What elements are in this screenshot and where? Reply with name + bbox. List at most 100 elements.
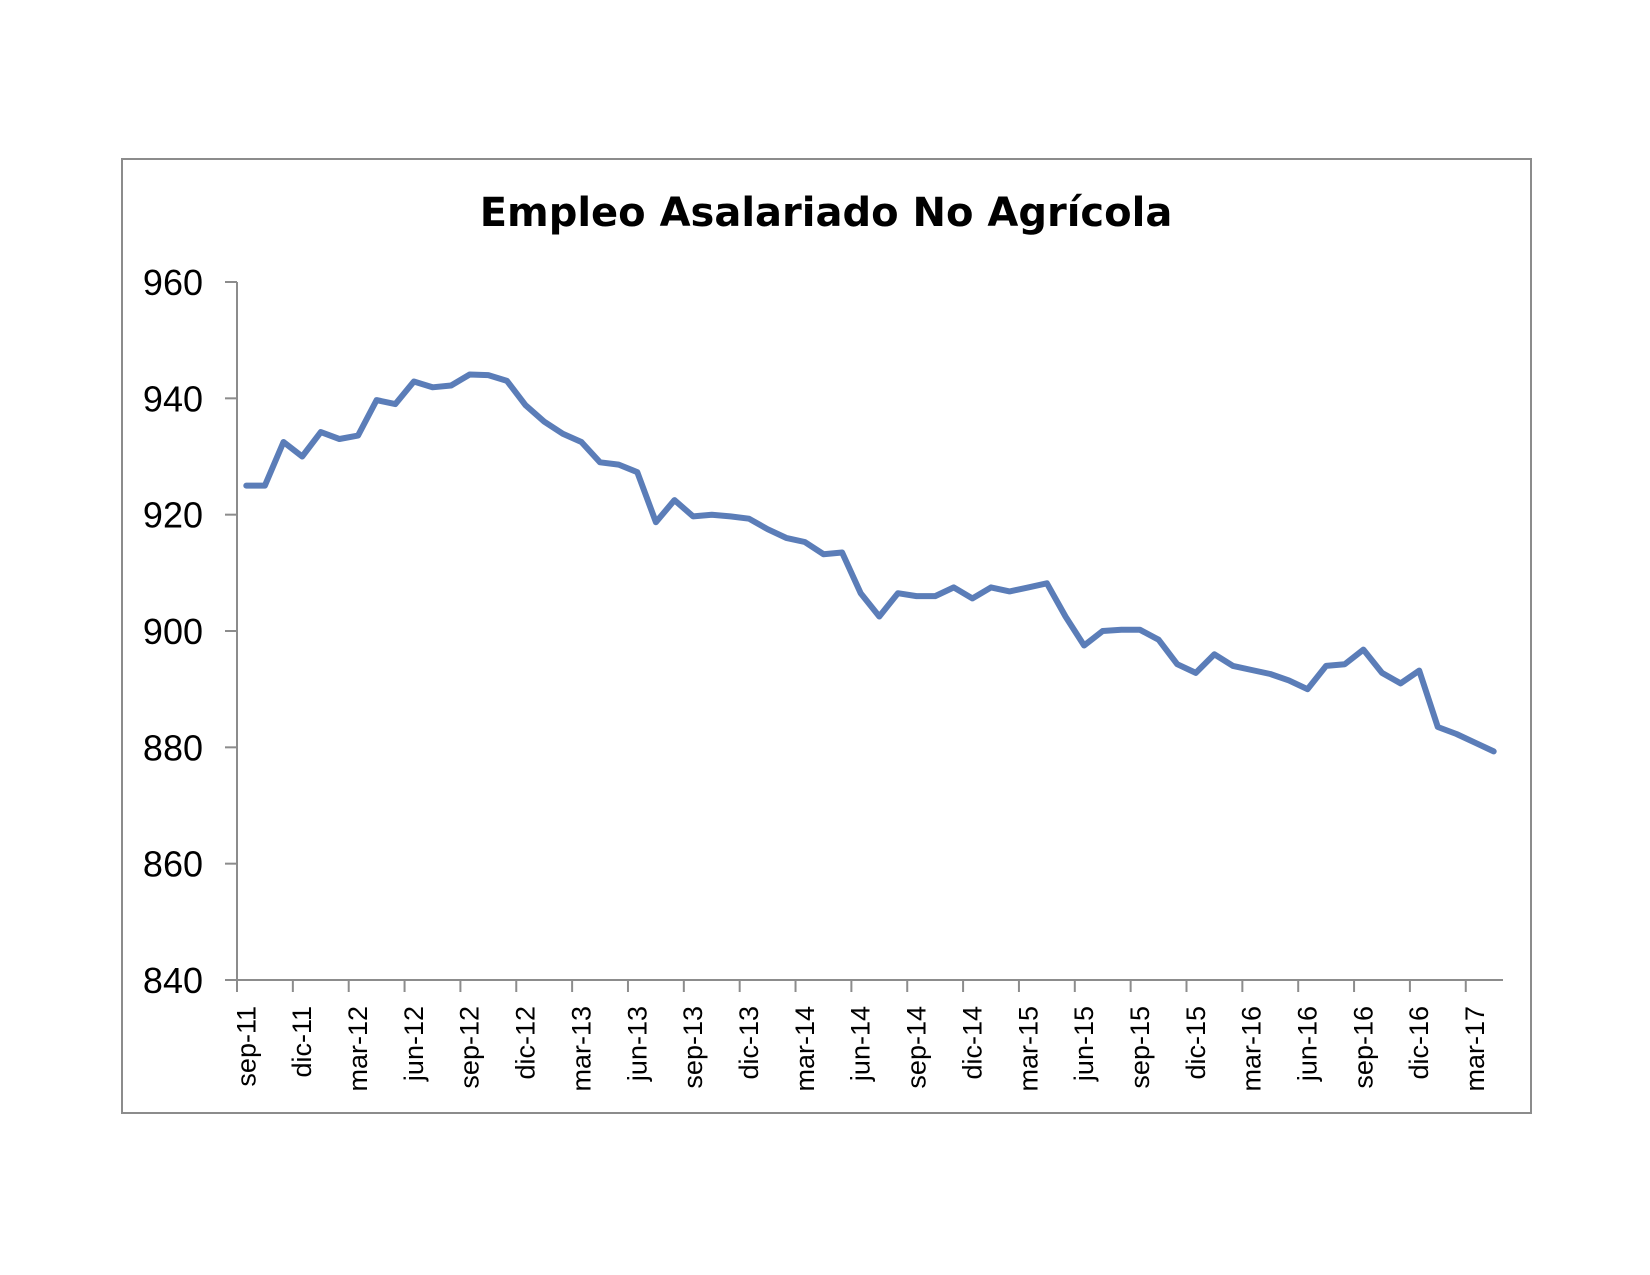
chart-frame: Empleo Asalariado No Agrícola 840 860 880 9… [121,158,1532,1114]
x-tick-label: mar-14 [790,1006,820,1092]
x-tick-label: sep-13 [678,1006,708,1089]
data-point [1342,661,1348,667]
data-point [969,595,975,601]
data-point [1100,628,1106,634]
data-point [430,384,436,390]
data-point [709,512,715,518]
x-tick-label: jun-12 [399,1006,429,1082]
data-point [262,483,268,489]
data-point [746,516,752,522]
x-tick-label: jun-16 [1293,1006,1323,1082]
data-point [634,469,640,475]
data-point [1044,580,1050,586]
data-point [1118,627,1124,633]
x-tick-label: mar-15 [1013,1006,1043,1092]
y-tick-label: 960 [143,262,203,303]
x-tick-label: sep-11 [231,1006,261,1087]
data-point [560,431,566,437]
y-tick-label: 900 [143,611,203,652]
data-point [988,584,994,590]
y-tick-label: 940 [143,378,203,419]
data-point [1435,724,1441,730]
x-tick-label: jun-14 [846,1006,876,1082]
data-point [374,397,380,403]
data-point [765,526,771,532]
x-tick-label: dic-16 [1404,1006,1434,1080]
x-tick-label: dic-11 [287,1006,317,1078]
data-point [1491,748,1497,754]
data-point [1267,671,1273,677]
data-point [1174,661,1180,667]
x-tick-label: mar-12 [343,1006,373,1092]
data-point [1286,677,1292,683]
x-tick-label: sep-12 [455,1006,485,1089]
data-point [392,401,398,407]
x-tick-label: sep-14 [902,1006,932,1089]
y-tick-label: 880 [143,727,203,768]
data-point [448,383,454,389]
data-point [895,590,901,596]
x-tick-label: dic-15 [1181,1006,1211,1080]
data-point [672,497,678,503]
data-point [932,593,938,599]
data-point [1193,670,1199,676]
x-tick-label: sep-15 [1125,1006,1155,1089]
data-point [1305,686,1311,692]
y-tick-label: 860 [143,844,203,885]
series-line [243,371,1497,755]
data-point [467,372,473,378]
data-point [1063,614,1069,620]
x-tick-label: mar-17 [1460,1006,1490,1092]
data-point [1025,584,1031,590]
data-point [1007,588,1013,594]
data-point [541,419,547,425]
chart-title: Empleo Asalariado No Agrícola [480,190,1173,236]
data-point [504,378,510,384]
data-point [616,462,622,468]
data-point [281,439,287,445]
data-point [839,550,845,556]
data-point [299,454,305,460]
data-point [1156,637,1162,643]
data-point [1398,680,1404,686]
x-tick-label: mar-13 [566,1006,596,1092]
data-point [243,483,249,489]
x-tick-label: mar-16 [1237,1006,1267,1092]
data-point [783,535,789,541]
data-point [1360,647,1366,653]
data-point [523,402,529,408]
x-tick-label: dic-13 [734,1006,764,1080]
line-chart: Empleo Asalariado No Agrícola 840 860 880 9… [143,190,1503,1092]
data-point [336,436,342,442]
data-point [914,593,920,599]
data-point [727,513,733,519]
data-point [1230,663,1236,669]
data-point [690,513,696,519]
data-point [1137,627,1143,633]
data-point [802,539,808,545]
x-tick-label: jun-13 [622,1006,652,1082]
data-point [876,614,882,620]
x-tick-label: jun-15 [1069,1006,1099,1082]
data-point [1416,668,1422,674]
data-point [411,379,417,385]
x-tick-label: dic-12 [511,1006,541,1080]
x-tick-label: sep-16 [1348,1006,1378,1089]
x-tick-label: dic-14 [957,1006,987,1080]
y-tick-label: 840 [143,960,203,1001]
data-point [821,551,827,557]
data-point [578,439,584,445]
data-point [1379,670,1385,676]
data-point [355,433,361,439]
data-point [653,519,659,525]
data-point [1472,740,1478,746]
data-point [1323,663,1329,669]
data-point [1211,651,1217,657]
data-point [1081,643,1087,649]
y-tick-label: 920 [143,495,203,536]
data-point [951,584,957,590]
data-point [1454,731,1460,737]
data-point [597,459,603,465]
data-point [318,429,324,435]
data-point [858,590,864,596]
